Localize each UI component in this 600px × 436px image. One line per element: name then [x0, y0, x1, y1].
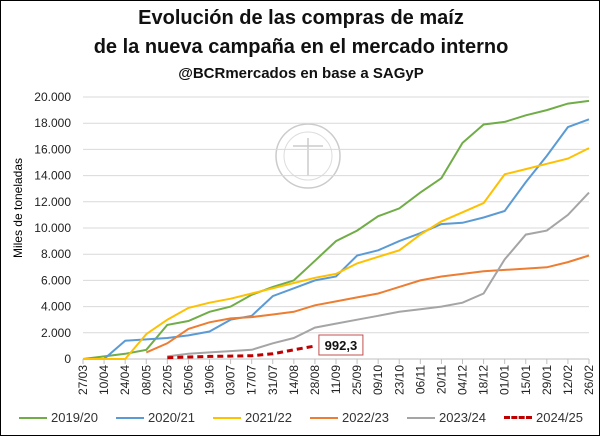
series-line-2021-22 — [83, 147, 590, 360]
legend-swatch — [504, 416, 532, 419]
legend-item: 2021/22 — [213, 410, 292, 425]
y-tick-label: 18.000 — [34, 116, 71, 130]
x-tick-label: 09/10 — [371, 365, 385, 395]
y-tick-label: 12.000 — [34, 195, 71, 209]
x-tick-label: 18/12 — [477, 365, 491, 395]
x-tick-label: 01/01 — [498, 365, 512, 395]
series-line-2022-23 — [145, 254, 590, 354]
legend-item: 2020/21 — [116, 410, 195, 425]
legend-label: 2023/24 — [439, 410, 486, 425]
legend-item: 2022/23 — [310, 410, 389, 425]
legend-swatch — [19, 416, 47, 419]
data-label: 992,3 — [325, 338, 358, 353]
x-tick-label: 04/12 — [456, 365, 470, 395]
legend-swatch — [116, 416, 144, 419]
legend-swatch — [407, 416, 435, 419]
legend-label: 2021/22 — [245, 410, 292, 425]
legend-label: 2019/20 — [51, 410, 98, 425]
x-tick-label: 20/11 — [434, 365, 448, 394]
x-tick-label: 25/09 — [350, 365, 364, 395]
x-tick-label: 10/04 — [97, 365, 111, 395]
x-tick-label: 14/08 — [287, 365, 301, 395]
x-tick-label: 26/02 — [582, 365, 596, 395]
x-tick-label: 08/05 — [139, 365, 153, 395]
x-tick-label: 22/05 — [160, 365, 174, 395]
x-tick-label: 03/07 — [224, 365, 238, 395]
y-tick-label: 14.000 — [34, 169, 71, 183]
series-line-2019-20 — [82, 99, 590, 360]
y-tick-label: 16.000 — [34, 142, 71, 156]
legend: 2019/20 2020/21 2021/22 2022/23 2023/24 2024/… — [1, 410, 599, 425]
x-tick-label: 31/07 — [266, 365, 280, 395]
legend-swatch — [310, 416, 338, 419]
y-tick-label: 4.000 — [41, 300, 71, 314]
legend-item: 2019/20 — [19, 410, 98, 425]
legend-swatch — [213, 416, 241, 419]
legend-item: 2024/25 — [504, 410, 583, 425]
y-tick-label: 8.000 — [41, 247, 71, 261]
data-label-box — [318, 334, 364, 356]
legend-label: 2020/21 — [148, 410, 195, 425]
series-line-2024-25 — [167, 344, 316, 360]
x-tick-label: 24/04 — [118, 365, 132, 395]
y-tick-label: 6.000 — [41, 273, 71, 287]
legend-label: 2024/25 — [536, 410, 583, 425]
x-tick-label: 12/02 — [561, 365, 575, 395]
y-tick-label: 10.000 — [34, 221, 71, 235]
x-tick-label: 28/08 — [308, 365, 322, 395]
chart-title-line2: de la nueva campaña en el mercado intern… — [93, 36, 509, 58]
watermark-seal-icon — [275, 123, 341, 189]
x-tick-label: 27/03 — [76, 365, 90, 395]
legend-item: 2023/24 — [407, 410, 486, 425]
series-line-2020-21 — [83, 118, 590, 360]
y-tick-label: 20.000 — [34, 90, 71, 104]
legend-label: 2022/23 — [342, 410, 389, 425]
chart-subtitle: @BCRmercados en base a SAGyP — [178, 65, 424, 82]
y-tick-label: 2.000 — [41, 326, 71, 340]
chart-title: Evolución de las compras de maíz — [138, 7, 464, 29]
x-tick-label: 11/09 — [329, 365, 343, 394]
series-line-2023-24 — [167, 191, 590, 358]
x-tick-label: 23/10 — [392, 365, 406, 395]
x-tick-label: 29/01 — [540, 365, 554, 395]
x-tick-label: 15/01 — [519, 365, 533, 395]
x-tick-label: 05/06 — [181, 365, 195, 395]
y-tick-label: 0 — [64, 352, 71, 366]
x-tick-label: 06/11 — [413, 365, 427, 394]
x-tick-label: 17/07 — [245, 365, 259, 395]
x-tick-label: 19/06 — [203, 365, 217, 395]
